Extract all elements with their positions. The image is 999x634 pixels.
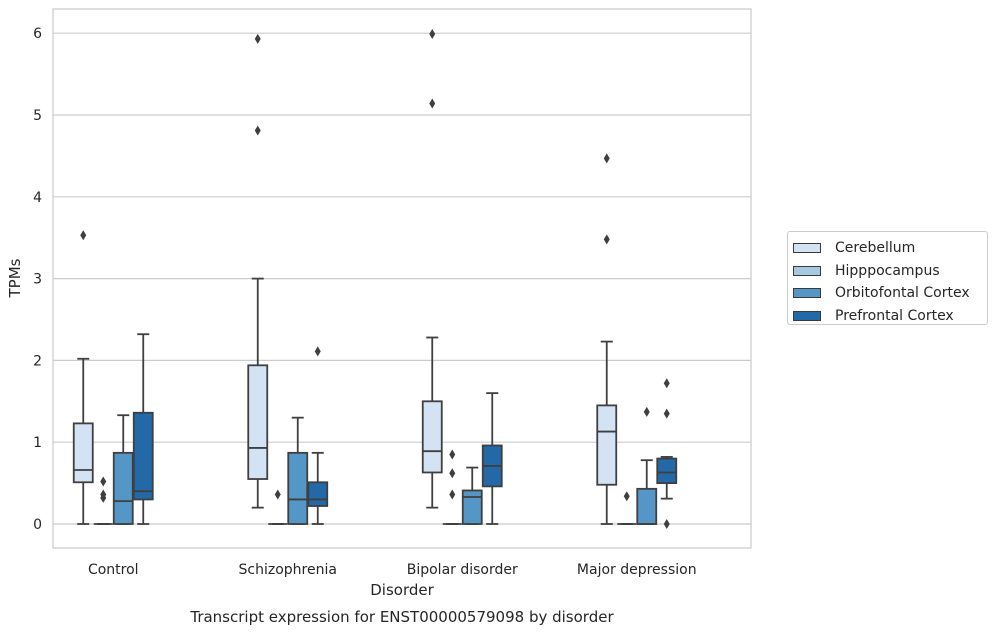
box-cerebellum [72,230,94,525]
box-prefrontal-cortex [656,378,678,529]
y-tick-label: 1 [33,435,42,451]
iqr-box [112,451,134,525]
box-hipppocampus [93,476,113,525]
iqr-box [287,451,309,525]
outlier-point [449,449,456,460]
legend-item: Hipppocampus [793,260,987,283]
x-tick-labels: Control Schizophrenia Bipolar disorder Majo… [88,562,697,578]
box-orbitofontal-cortex [112,414,134,525]
box-hipppocampus [442,449,462,525]
outlier-point [663,408,670,419]
outlier-point [429,98,436,109]
iqr-box [596,404,618,486]
legend-item: Prefrontal Cortex [793,305,987,328]
outlier-point [254,33,261,44]
x-tick-label: Bipolar disorder [407,562,518,578]
box-orbitofontal-cortex [461,466,483,525]
box-hipppocampus [268,489,288,525]
y-tick-labels: 0 1 2 3 4 5 6 [33,26,42,533]
outlier-point [663,378,670,389]
legend-label: Prefrontal Cortex [835,307,954,324]
legend-swatch [793,310,821,321]
outlier-point [100,476,107,487]
gridlines [53,32,751,525]
y-tick-label: 6 [33,26,42,42]
iqr-box [307,481,329,507]
outlier-point [603,234,610,245]
outlier-point [429,29,436,40]
y-tick-label: 5 [33,108,42,124]
legend-label: Hipppocampus [835,262,940,279]
x-tick-label: Major depression [577,562,697,578]
plot-area-frame [52,8,752,549]
legend-swatch [793,243,821,254]
legend-swatch [793,265,821,276]
chart-title: Transcript expression for ENST0000057909… [189,608,614,626]
legend-label: Cerebellum [835,240,916,257]
legend-item: Orbitofontal Cortex [793,282,987,305]
box-orbitofontal-cortex [636,406,658,525]
box-prefrontal-cortex [481,392,503,525]
iqr-box [247,364,269,480]
box-prefrontal-cortex [132,333,154,525]
iqr-box [461,489,483,525]
x-tick-label: Control [88,562,139,578]
box-cerebellum [596,153,618,525]
outlier-point [254,125,261,136]
legend: Cerebellum Hipppocampus Orbitofontal Corte… [787,231,988,325]
outlier-point [80,230,87,241]
outlier-point [623,491,630,502]
legend-label: Orbitofontal Cortex [835,285,970,302]
iqr-box [636,487,658,525]
y-tick-label: 4 [33,190,42,206]
legend-swatch [793,288,821,299]
y-tick-label: 0 [33,517,42,533]
y-tick-label: 3 [33,272,42,288]
y-axis-label: TPMs [6,258,24,298]
boxes [72,29,678,529]
box-cerebellum [421,29,443,509]
outlier-point [449,468,456,479]
outlier-point [314,346,321,357]
iqr-box [72,422,94,484]
box-cerebellum [247,33,269,509]
box-prefrontal-cortex [307,346,329,525]
x-tick-label: Schizophrenia [239,562,337,578]
box-hipppocampus [617,491,637,525]
outlier-point [449,489,456,500]
outlier-point [643,406,650,417]
outlier-point [100,489,107,500]
outlier-point [274,489,281,500]
iqr-box [656,457,678,484]
iqr-box [132,411,154,501]
box-orbitofontal-cortex [287,416,309,525]
x-axis-label: Disorder [370,581,434,599]
outlier-point [663,519,670,529]
outlier-point [603,153,610,164]
y-tick-label: 2 [33,353,42,369]
iqr-box [421,400,443,474]
legend-item: Cerebellum [793,237,987,260]
